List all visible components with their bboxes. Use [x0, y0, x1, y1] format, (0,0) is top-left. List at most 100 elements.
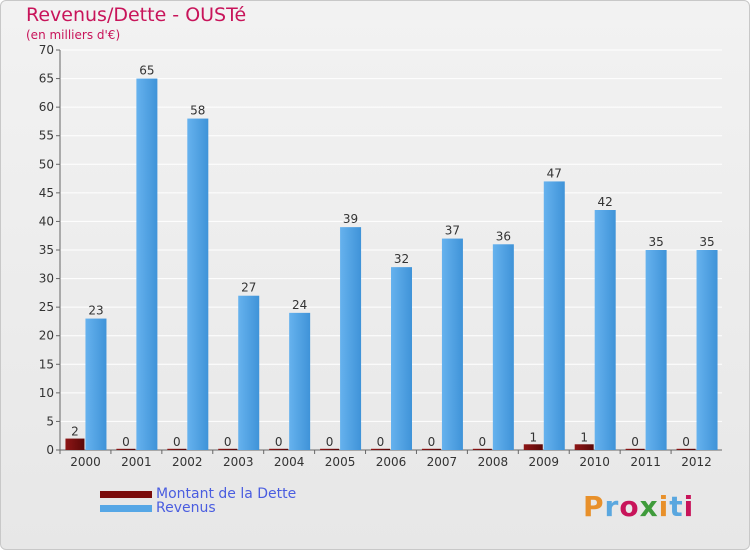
label-debt-2002: 0: [173, 435, 181, 449]
label-debt-2008: 0: [479, 435, 487, 449]
label-debt-2001: 0: [122, 435, 130, 449]
bar-debt-2001: [116, 448, 136, 450]
y-tick-label: 50: [39, 157, 54, 171]
x-tick-label: 2011: [630, 455, 661, 469]
y-tick-label: 35: [39, 243, 54, 257]
bar-debt-2012: [676, 448, 696, 450]
bar-revenue-2001: [136, 78, 158, 451]
y-tick-label: 10: [39, 386, 54, 400]
x-tick-label: 2006: [376, 455, 407, 469]
label-debt-2007: 0: [428, 435, 436, 449]
bar-revenue-2008: [492, 244, 514, 450]
chart-title: Revenus/Dette - OUSTé: [26, 4, 247, 26]
legend-label-revenue: Revenus: [156, 500, 216, 516]
bar-revenue-2009: [543, 181, 565, 450]
bar-debt-2005: [320, 448, 340, 450]
label-debt-2009: 1: [529, 430, 537, 444]
bar-debt-2006: [371, 448, 390, 450]
y-tick-label: 0: [46, 443, 54, 457]
y-tick-label: 60: [39, 100, 54, 114]
x-tick-label: 2009: [528, 455, 559, 469]
label-debt-2000: 2: [71, 425, 79, 439]
label-revenue-2005: 39: [343, 212, 358, 226]
logo-letter: r: [604, 490, 620, 523]
label-debt-2006: 0: [377, 435, 385, 449]
proxiti-logo: Proxiti: [583, 490, 694, 523]
label-revenue-2007: 37: [445, 224, 460, 238]
x-tick-label: 2002: [172, 455, 203, 469]
legend-item-revenue: Revenus: [100, 500, 216, 516]
y-tick-label: 55: [39, 129, 54, 143]
bar-revenue-2007: [441, 238, 463, 450]
label-revenue-2010: 42: [598, 195, 613, 209]
x-tick-label: 2004: [274, 455, 305, 469]
y-tick-label: 65: [39, 72, 54, 86]
legend-swatch-revenue: [100, 504, 152, 512]
logo-letter: t: [669, 490, 684, 523]
x-tick-label: 2000: [70, 455, 101, 469]
label-debt-2010: 1: [580, 430, 588, 444]
label-debt-2005: 0: [326, 435, 334, 449]
y-tick-label: 15: [39, 357, 54, 371]
bar-debt-2009: [523, 444, 543, 450]
bar-revenue-2002: [187, 118, 209, 451]
label-revenue-2006: 32: [394, 252, 409, 266]
bar-debt-2000: [65, 438, 85, 450]
label-debt-2003: 0: [224, 435, 232, 449]
x-tick-label: 2012: [681, 455, 712, 469]
bar-revenue-2010: [594, 210, 616, 450]
bar-debt-2003: [218, 448, 238, 450]
bar-revenue-2005: [340, 227, 362, 450]
x-tick-label: 2008: [478, 455, 509, 469]
logo-letter: P: [583, 490, 605, 523]
y-axis: 0 5 10 15 20 25 30 35 40 45 50 55 60 65 70: [39, 43, 61, 457]
label-revenue-2003: 27: [241, 281, 256, 295]
x-tick-label: 2010: [579, 455, 610, 469]
y-tick-label: 25: [39, 300, 54, 314]
x-tick-label: 2005: [325, 455, 356, 469]
bars: [65, 78, 718, 451]
bar-debt-2010: [574, 444, 594, 450]
logo-letter: i: [658, 490, 670, 523]
bar-revenue-2012: [696, 250, 718, 450]
label-revenue-2008: 36: [496, 229, 511, 243]
bar-debt-2002: [167, 448, 187, 450]
bar-debt-2004: [269, 448, 289, 450]
bar-revenue-2004: [289, 312, 311, 450]
label-revenue-2000: 23: [88, 304, 103, 318]
data-labels: 2 23 0 65 0 58 0 27 0 24 0 39 0 32 0 37 0 36 1 47 1 42 0 35 0 35: [71, 64, 715, 449]
x-axis: 2000 2001 2002 2003 2004 2005 2006 2007 2008 2009…: [59, 449, 722, 469]
y-tick-label: 40: [39, 214, 54, 228]
bar-revenue-2011: [645, 250, 667, 450]
y-tick-label: 5: [46, 414, 54, 428]
legend-label-debt: Montant de la Dette: [156, 486, 297, 502]
legend-item-debt: Montant de la Dette: [100, 486, 296, 502]
y-tick-label: 20: [39, 329, 54, 343]
label-debt-2012: 0: [682, 435, 690, 449]
x-tick-label: 2001: [121, 455, 152, 469]
x-tick-label: 2003: [223, 455, 254, 469]
bar-debt-2008: [472, 448, 492, 450]
label-debt-2011: 0: [631, 435, 639, 449]
logo-letter: o: [619, 490, 640, 523]
y-tick-label: 45: [39, 186, 54, 200]
chart-subtitle: (en milliers d'€): [26, 28, 121, 42]
label-revenue-2012: 35: [699, 235, 714, 249]
bar-debt-2007: [421, 448, 441, 450]
label-revenue-2002: 58: [190, 104, 205, 118]
y-tick-label: 30: [39, 272, 54, 286]
label-debt-2004: 0: [275, 435, 283, 449]
logo-letter: x: [639, 490, 659, 523]
y-tick-label: 70: [39, 43, 54, 57]
label-revenue-2011: 35: [648, 235, 663, 249]
bar-revenue-2000: [85, 318, 107, 450]
logo-letter: i: [683, 490, 695, 523]
label-revenue-2001: 65: [139, 64, 154, 78]
bar-revenue-2003: [238, 295, 260, 450]
legend-swatch-debt: [100, 490, 152, 498]
label-revenue-2009: 47: [547, 166, 562, 180]
label-revenue-2004: 24: [292, 298, 307, 312]
bar-debt-2011: [625, 448, 645, 450]
